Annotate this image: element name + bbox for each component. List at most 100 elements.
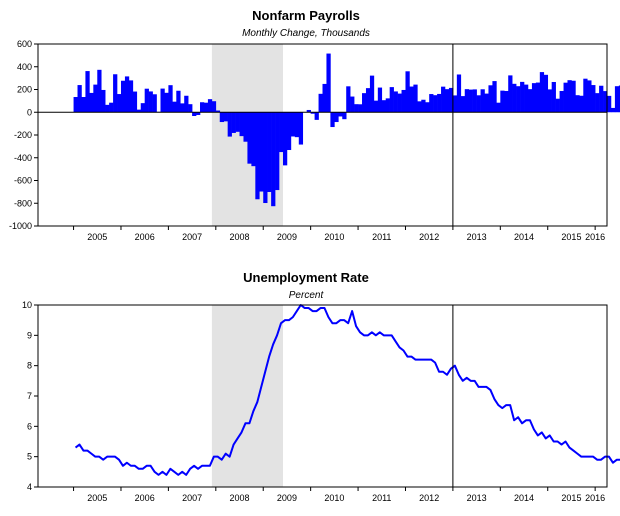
bar [342,112,347,120]
x-tick-label: 2016 [585,493,605,503]
bar [354,104,359,113]
bar [219,112,225,123]
bar [527,89,533,113]
bar [484,93,489,113]
chart-subtitle: Monthly Change, Thousands [242,28,370,39]
bar [571,80,576,113]
x-tick-label: 2015 [561,232,581,242]
bar [472,89,477,113]
bar [223,112,228,122]
bar [334,112,339,123]
bar [583,78,588,113]
y-tick-label: -1000 [9,221,32,231]
bar [263,112,268,204]
bar [247,112,252,164]
bar [211,101,217,113]
bar [243,112,248,142]
bar [381,100,387,113]
series-line [74,304,620,476]
bar [377,87,383,113]
bar [124,76,130,113]
y-tick-label: 7 [27,391,32,401]
bar [535,82,541,113]
x-tick-label: 2006 [135,232,155,242]
bar [251,112,256,167]
bar [543,74,549,113]
bar [306,109,311,113]
x-tick-label: 2014 [514,232,534,242]
bar [97,69,102,113]
bar [290,112,296,137]
bar [93,84,98,113]
y-tick-label: 8 [27,361,32,371]
bar [358,104,363,113]
bar [516,86,521,113]
x-tick-label: 2006 [135,493,155,503]
bar [531,83,537,113]
bar [618,85,620,113]
x-tick-label: 2012 [419,232,439,242]
x-tick-label: 2012 [419,493,439,503]
bar [614,86,620,113]
x-tick-label: 2007 [182,232,202,242]
bar [140,103,145,113]
y-tick-label: 4 [27,482,32,492]
bar [413,84,418,113]
x-tick-label: 2013 [467,232,487,242]
chart-subtitle: Percent [289,290,325,301]
bar [128,80,134,113]
x-tick-label: 2009 [277,232,297,242]
x-tick-label: 2013 [467,493,487,503]
bar [547,89,552,113]
bar [298,112,304,145]
bar [207,99,213,113]
bar [425,102,430,113]
bar [397,93,402,113]
y-tick-label: 5 [27,452,32,462]
bar [164,92,169,113]
bar [271,112,276,207]
y-tick-label: 400 [17,62,32,72]
bar [429,94,434,113]
bar [437,93,442,113]
x-tick-label: 2008 [230,493,250,503]
bar [203,102,209,113]
y-tick-label: 9 [27,330,32,340]
chart-title: Nonfarm Payrolls [252,8,360,23]
bar [180,103,185,113]
x-tick-label: 2005 [87,232,107,242]
bar [599,85,604,113]
bar [520,81,525,113]
x-tick-label: 2011 [372,232,391,242]
bar [369,75,375,113]
bar [551,81,556,113]
bar [235,112,240,132]
x-tick-label: 2010 [324,232,344,242]
y-tick-label: 10 [22,300,32,310]
bar [330,112,335,128]
bar [587,80,592,113]
y-tick-label: 0 [27,107,32,117]
plot-frame [37,43,608,227]
bar [144,88,149,113]
bar [318,93,323,113]
bar [310,112,315,114]
bar [433,95,438,113]
bar [468,89,473,113]
bar [81,97,86,113]
bar [488,85,493,113]
bar [405,71,410,113]
bar [239,112,244,137]
y-tick-label: 200 [17,85,32,95]
bar [109,102,114,113]
bar [85,71,90,113]
bar [456,74,462,113]
bar [259,112,264,192]
x-tick-label: 2005 [87,493,107,503]
bar [279,112,284,153]
bar [389,87,394,113]
bar [595,93,600,113]
bar [444,89,450,113]
y-tick-label: -600 [14,176,32,186]
